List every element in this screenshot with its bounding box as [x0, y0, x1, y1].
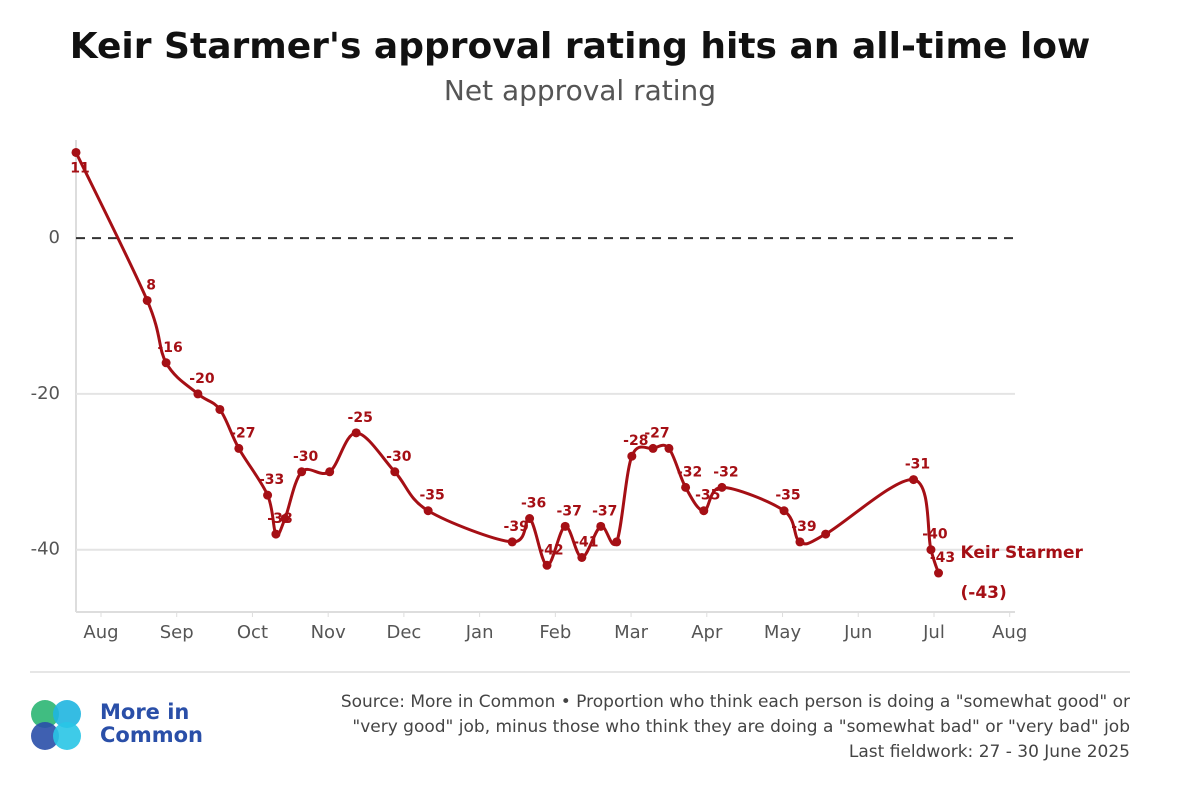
data-point [648, 443, 658, 453]
data-point [507, 537, 517, 547]
data-label: -40 [922, 527, 948, 543]
x-tick-label: May [764, 622, 802, 643]
data-point [325, 467, 335, 477]
data-label: -16 [157, 340, 182, 356]
data-point [234, 443, 244, 453]
data-point [717, 482, 727, 492]
data-point [280, 514, 290, 524]
x-tick-label: Jan [465, 622, 494, 643]
data-point [297, 467, 307, 477]
data-label: -25 [348, 410, 373, 426]
data-label: -32 [713, 464, 738, 480]
data-point [909, 475, 919, 485]
data-point [795, 537, 805, 547]
data-point [596, 521, 606, 531]
x-tick-label: Feb [539, 622, 571, 643]
data-label: -31 [905, 457, 930, 473]
legend-label: Keir Starmer [961, 543, 1084, 563]
x-tick-label: Sep [160, 622, 194, 643]
data-label: 11 [70, 160, 89, 176]
x-tick-label: Aug [83, 622, 118, 643]
data-point [699, 506, 709, 516]
data-label: -35 [419, 488, 444, 504]
data-label: -28 [623, 433, 648, 449]
data-label: -35 [695, 488, 720, 504]
data-point [390, 467, 400, 477]
x-tick-label: Apr [691, 622, 723, 643]
data-label: -27 [230, 425, 255, 441]
x-tick-label: Nov [311, 622, 346, 643]
data-point [161, 358, 171, 368]
data-point [351, 428, 361, 438]
data-point [627, 451, 637, 461]
data-label: 8 [146, 277, 156, 293]
data-label: -32 [677, 464, 702, 480]
data-point [71, 147, 81, 157]
data-point [612, 537, 622, 547]
y-tick-label: -40 [31, 539, 60, 560]
data-point [525, 514, 535, 524]
y-tick-label: -20 [31, 383, 60, 404]
data-point [542, 560, 552, 570]
x-tick-label: Dec [386, 622, 421, 643]
x-tick-label: Jun [843, 622, 872, 643]
x-tick-label: Jul [922, 622, 945, 643]
x-tick-label: Mar [614, 622, 649, 643]
source-note: Last fieldwork: 27 - 30 June 2025 [849, 742, 1130, 762]
data-point [664, 443, 674, 453]
data-point [271, 529, 281, 539]
data-label: -37 [557, 503, 582, 519]
data-label: -30 [293, 449, 319, 465]
logo-text: Common [100, 723, 203, 747]
data-point [560, 521, 570, 531]
data-point [934, 568, 944, 578]
data-label: -37 [592, 503, 617, 519]
logo-icon [31, 700, 81, 750]
data-point [142, 295, 152, 305]
data-point [423, 506, 433, 516]
logo-text: More in [100, 700, 189, 724]
data-label: -35 [775, 488, 800, 504]
data-label: -30 [386, 449, 412, 465]
data-point [193, 389, 203, 399]
x-tick-label: Aug [992, 622, 1027, 643]
data-label: -20 [189, 371, 215, 387]
chart-title: Keir Starmer's approval rating hits an a… [70, 26, 1090, 67]
end-annotation: (-43) [961, 583, 1007, 603]
data-label: -27 [644, 425, 669, 441]
chart-subtitle: Net approval rating [444, 74, 716, 107]
data-point [821, 529, 831, 539]
source-note: "very good" job, minus those who think t… [352, 717, 1130, 737]
data-label: -42 [538, 542, 563, 558]
data-label: -36 [521, 496, 546, 512]
data-point [779, 506, 789, 516]
data-label: -43 [930, 550, 955, 566]
data-label: -39 [504, 519, 529, 535]
data-point [215, 404, 225, 414]
data-label: -39 [791, 519, 816, 535]
source-note: Source: More in Common • Proportion who … [341, 692, 1130, 712]
data-label: -33 [259, 472, 284, 488]
data-label: -41 [573, 534, 598, 550]
data-point [263, 490, 273, 500]
data-point [577, 552, 587, 562]
data-point [681, 482, 691, 492]
x-tick-label: Oct [237, 622, 268, 643]
series-line [74, 151, 940, 574]
data-point [926, 545, 936, 555]
y-tick-label: 0 [49, 227, 60, 248]
